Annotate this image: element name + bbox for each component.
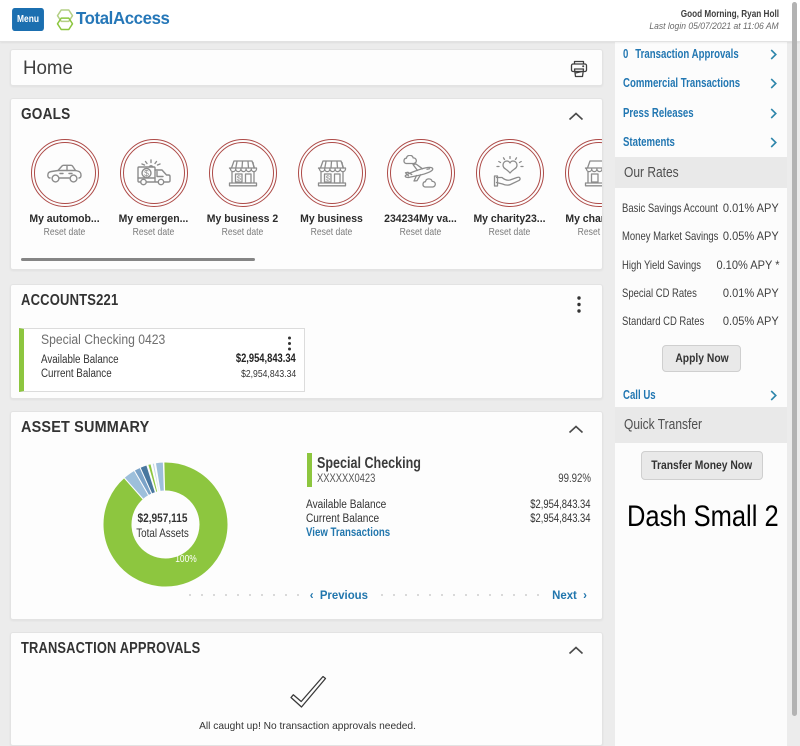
svg-text:$: $ xyxy=(144,168,149,178)
svg-text:$: $ xyxy=(325,174,330,183)
svg-text:$: $ xyxy=(236,174,241,183)
